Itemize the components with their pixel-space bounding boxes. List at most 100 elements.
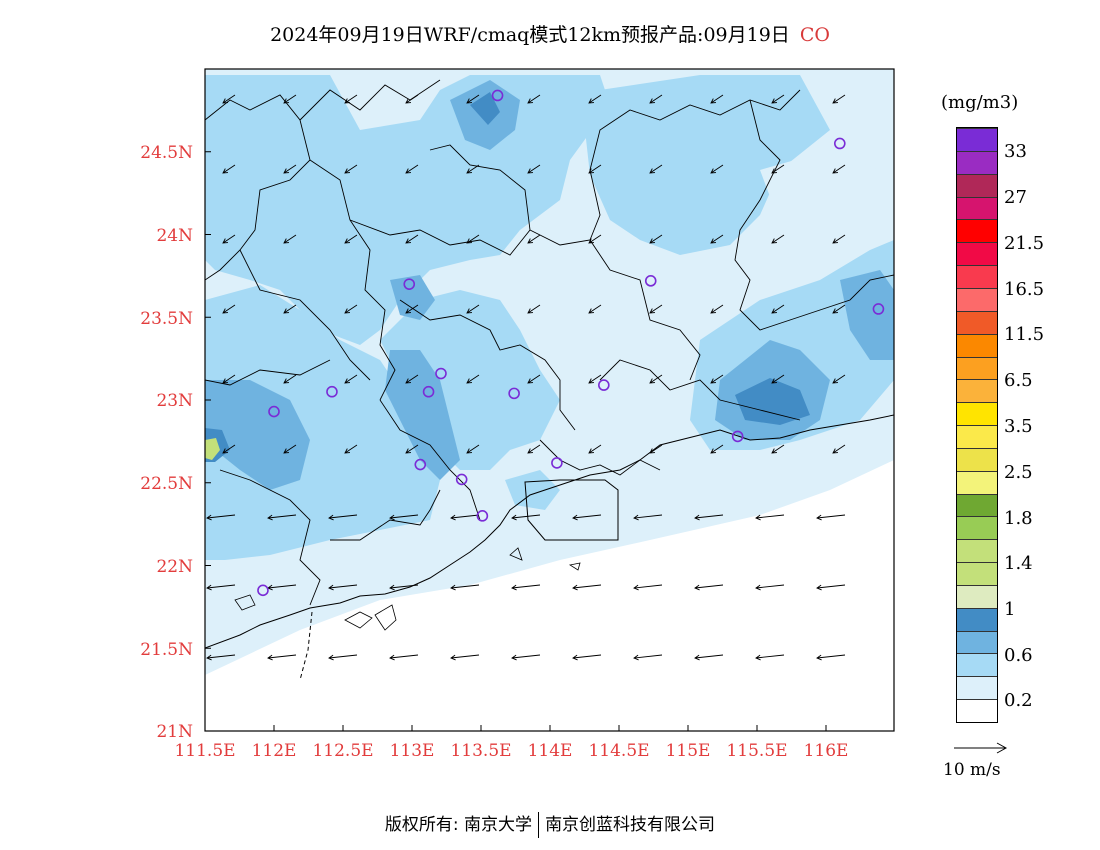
wind-arrow <box>710 94 724 104</box>
wind-arrow <box>588 304 602 314</box>
legend-swatch <box>957 150 997 174</box>
wind-arrow <box>771 234 785 244</box>
top-deep-patch <box>470 92 500 125</box>
footer-separator <box>538 812 540 838</box>
station-marker <box>731 430 744 443</box>
title-text: 2024年09月19日WRF/cmaq模式12km预报产品:09月19日 <box>270 24 790 46</box>
legend-label-2-5: 2.5 <box>1004 462 1033 483</box>
station-marker <box>257 584 269 597</box>
legend-swatch <box>957 128 997 151</box>
lat-label-24-5: 24.5N <box>140 143 193 163</box>
lat-label-22-5: 22.5N <box>140 474 193 494</box>
wind-arrow <box>466 164 480 174</box>
wind-arrow <box>405 374 419 384</box>
lon-label-112: 112E <box>251 741 297 761</box>
wind-arrow <box>283 164 297 174</box>
wind-arrow <box>344 374 358 384</box>
lon-label-116: 116E <box>803 741 849 761</box>
station-marker <box>326 385 338 398</box>
legend-swatch <box>957 379 997 403</box>
monitoring-stations <box>257 89 885 597</box>
wind-arrow <box>771 444 785 454</box>
wind-arrow <box>771 374 785 384</box>
wind-arrow <box>572 654 602 661</box>
wind-arrow <box>283 304 297 314</box>
wind-arrow <box>466 444 480 454</box>
wind-arrow <box>527 444 541 454</box>
copyright-footer: 版权所有: 南京大学 南京创蓝科技有限公司 <box>0 810 1100 838</box>
wind-arrow <box>344 234 358 244</box>
northeast-region <box>585 75 830 255</box>
legend-swatch <box>957 242 997 266</box>
wind-arrow <box>222 234 236 244</box>
legend-swatch <box>957 493 997 517</box>
wind-arrow <box>832 94 846 104</box>
lat-label-21: 21N <box>156 722 193 742</box>
wind-arrow <box>527 164 541 174</box>
legend-swatch <box>957 402 997 426</box>
copyright-owner: 版权所有: 南京大学 <box>384 815 533 835</box>
wind-arrow <box>222 164 236 174</box>
wind-arrow <box>222 374 236 384</box>
lon-label-114-5: 114.5E <box>588 741 650 761</box>
lat-label-21-5: 21.5N <box>140 640 193 660</box>
station-marker <box>403 278 416 290</box>
wind-arrow <box>771 304 785 314</box>
wind-arrow <box>649 234 663 244</box>
station-marker <box>833 137 846 150</box>
legend-swatch <box>957 219 997 243</box>
legend-swatch <box>957 653 997 677</box>
reference-vector-arrow <box>954 742 1008 754</box>
legend-swatch <box>957 356 997 380</box>
wind-arrow <box>267 514 297 521</box>
wind-arrow <box>649 94 663 104</box>
wind-arrow <box>405 304 419 314</box>
wind-arrow <box>832 374 846 384</box>
legend-swatch <box>957 196 997 220</box>
wind-arrow <box>588 94 602 104</box>
wind-arrow <box>771 164 785 174</box>
legend-label-3-5: 3.5 <box>1004 416 1033 437</box>
lat-label-24: 24N <box>156 226 193 246</box>
wind-arrow <box>527 374 541 384</box>
far-east-dark-patch <box>840 270 894 360</box>
legend-label-1: 1 <box>1004 599 1016 620</box>
legend-label-21-5: 21.5 <box>1004 233 1045 254</box>
legend-label-0-6: 0.6 <box>1004 645 1033 666</box>
wind-arrow <box>710 374 724 384</box>
wind-arrow <box>466 234 480 244</box>
legend-swatch <box>957 287 997 311</box>
legend-swatch <box>957 516 997 540</box>
station-marker <box>268 405 280 418</box>
wind-arrow <box>755 654 785 661</box>
wind-arrow <box>206 514 236 521</box>
hk-region <box>505 470 560 510</box>
wind-arrow <box>283 374 297 384</box>
station-marker <box>455 473 468 486</box>
reference-vector-label: 10 m/s <box>943 760 1001 780</box>
wind-arrow <box>511 584 541 591</box>
axis-ticks <box>204 151 827 732</box>
wind-arrow <box>283 234 297 244</box>
wind-arrow <box>588 444 602 454</box>
legend-label-1-8: 1.8 <box>1004 508 1033 529</box>
legend-unit: (mg/m3) <box>941 92 1019 113</box>
wind-arrow <box>710 304 724 314</box>
lat-label-23: 23N <box>156 391 193 411</box>
wind-arrow <box>527 304 541 314</box>
wind-arrow <box>588 234 602 244</box>
lon-label-115-5: 115.5E <box>726 741 788 761</box>
wind-arrow <box>710 444 724 454</box>
station-marker <box>644 275 657 287</box>
wind-arrow <box>572 514 602 521</box>
wind-arrow <box>832 444 846 454</box>
concentration-field <box>205 69 894 731</box>
sea-area <box>205 460 894 731</box>
wind-arrow <box>405 444 419 454</box>
wind-arrow <box>328 654 358 661</box>
legend-swatch <box>957 265 997 288</box>
wind-arrow <box>466 94 480 104</box>
legend-swatch <box>957 584 997 608</box>
wind-arrow <box>466 304 480 314</box>
